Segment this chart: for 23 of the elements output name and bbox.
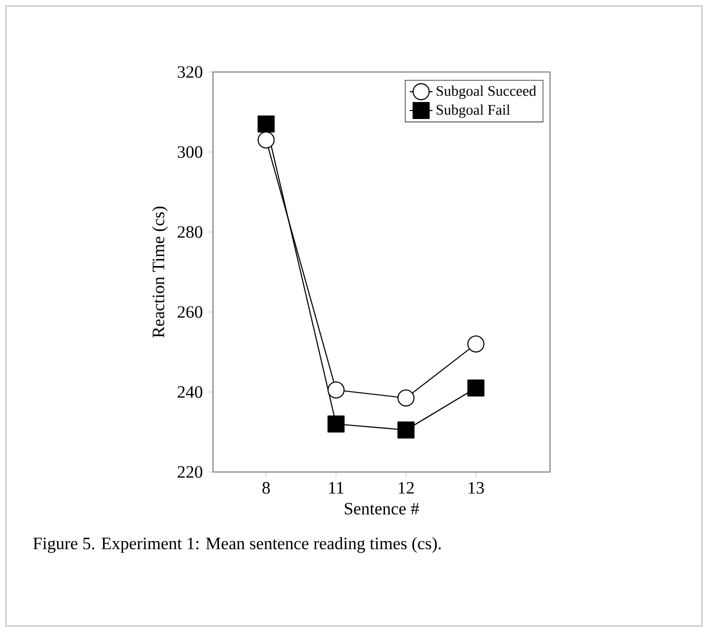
point xyxy=(467,379,484,397)
point xyxy=(397,421,415,439)
y-axis-title: Reaction Time (cs) xyxy=(152,206,168,338)
y-tick-label: 240 xyxy=(178,386,202,398)
y-tick-label: 320 xyxy=(178,66,202,78)
point xyxy=(328,381,345,399)
x-tick-label: 12 xyxy=(398,482,414,494)
caption: Figure 5. Experiment 1: Mean sentence reading times (cs). xyxy=(33,537,441,553)
point xyxy=(328,415,345,433)
point xyxy=(397,389,415,407)
x-tick-label: 13 xyxy=(468,482,484,494)
y-tick-label: 260 xyxy=(178,306,202,318)
y-tick-label: 280 xyxy=(178,226,202,238)
x-tick-label: 11 xyxy=(329,482,344,494)
y-tick-label: 300 xyxy=(178,146,202,158)
point xyxy=(258,131,275,149)
y-tick-label: 220 xyxy=(178,466,202,478)
legend-label: Subgoal Succeed xyxy=(436,86,536,99)
point xyxy=(467,335,484,353)
legend-label: Subgoal Fail xyxy=(436,104,510,118)
x-axis-title: Sentence # xyxy=(344,502,419,515)
point xyxy=(258,115,275,133)
x-tick-label: 8 xyxy=(262,482,270,494)
